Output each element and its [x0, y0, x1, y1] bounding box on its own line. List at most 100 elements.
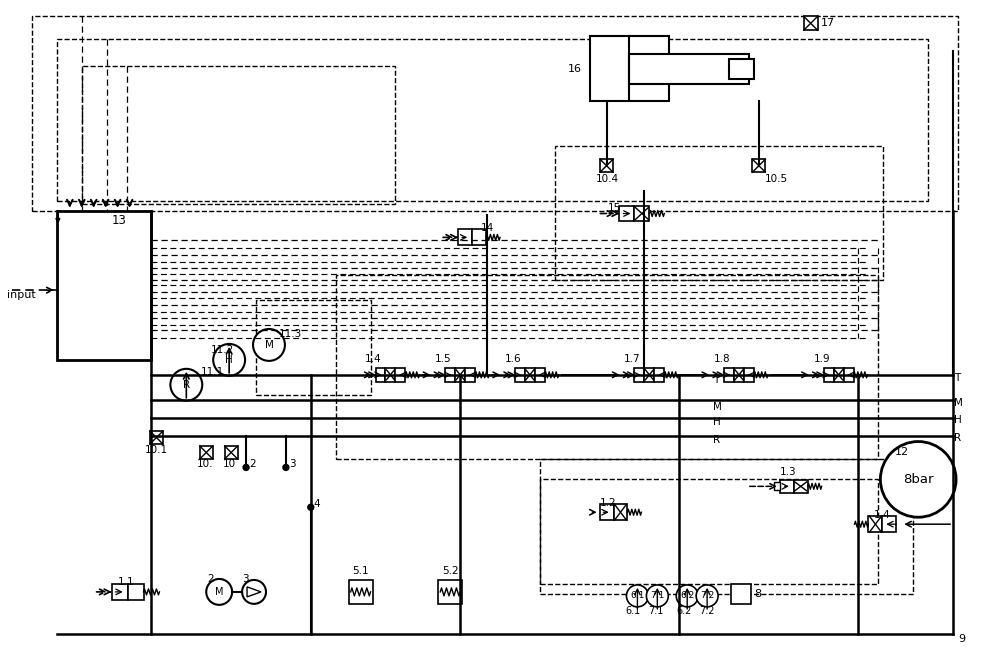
Text: input: input [7, 290, 36, 300]
Bar [729, 59, 754, 79]
Text: R: R [713, 434, 720, 445]
Text: 11.1: 11.1 [201, 367, 225, 377]
Text: M: M [713, 402, 722, 412]
FancyArrow shape [56, 211, 60, 222]
Text: 1.1: 1.1 [118, 577, 134, 587]
Bar [525, 368, 535, 382]
Text: M: M [265, 340, 273, 350]
Text: 10: 10 [223, 459, 236, 469]
Text: 4: 4 [314, 499, 320, 509]
Circle shape [308, 504, 314, 510]
Bar [376, 368, 385, 382]
Text: 8bar: 8bar [903, 473, 933, 486]
Text: 15: 15 [608, 203, 621, 213]
Bar [804, 17, 818, 30]
Text: 1.3: 1.3 [780, 467, 796, 477]
Text: 3: 3 [242, 574, 249, 584]
Text: 7.1: 7.1 [650, 591, 665, 600]
Text: 1.4: 1.4 [365, 354, 382, 364]
Text: 1.7: 1.7 [624, 354, 641, 364]
Circle shape [206, 579, 232, 605]
Text: 16: 16 [568, 64, 582, 74]
Text: 9: 9 [958, 634, 965, 643]
Circle shape [626, 585, 648, 607]
Bar [744, 368, 754, 382]
Text: 5.2: 5.2 [442, 566, 459, 576]
Text: 7.2: 7.2 [699, 606, 715, 616]
Text: 1.5: 1.5 [435, 354, 452, 364]
Bar [654, 368, 664, 382]
Bar [731, 584, 751, 604]
Bar [619, 205, 634, 222]
Circle shape [242, 580, 266, 604]
Bar [336, 275, 878, 459]
Text: T: T [954, 373, 960, 383]
Text: 7.1: 7.1 [649, 606, 664, 616]
Bar [458, 230, 472, 246]
Bar [395, 368, 405, 382]
Text: R: R [183, 380, 190, 390]
Bar [472, 230, 486, 246]
Text: 1.9: 1.9 [813, 354, 830, 364]
Bar [455, 368, 465, 382]
Text: M: M [954, 398, 963, 408]
Text: 3: 3 [289, 459, 296, 469]
Text: 1.4: 1.4 [873, 510, 890, 520]
Text: 17: 17 [821, 19, 835, 28]
Bar [752, 160, 765, 172]
Text: 14: 14 [481, 224, 494, 234]
Bar [445, 368, 455, 382]
Bar [349, 580, 373, 604]
Bar [834, 368, 844, 382]
Text: 6.2: 6.2 [677, 606, 692, 616]
Text: 6.1: 6.1 [630, 591, 645, 600]
Bar [225, 446, 238, 459]
Text: M: M [215, 587, 223, 597]
Bar [634, 205, 649, 222]
Text: 11.3: 11.3 [279, 329, 302, 339]
Circle shape [213, 344, 245, 376]
Bar [868, 516, 882, 532]
Text: 2: 2 [207, 574, 214, 584]
Bar [614, 504, 627, 520]
Text: T: T [713, 375, 719, 385]
Circle shape [253, 329, 285, 361]
Bar [600, 160, 613, 172]
Text: 10.5: 10.5 [765, 173, 788, 183]
Text: 10.4: 10.4 [596, 173, 619, 183]
Bar [734, 368, 744, 382]
Circle shape [676, 585, 698, 607]
Bar [844, 368, 854, 382]
Bar [634, 368, 644, 382]
Circle shape [283, 465, 289, 471]
Bar [824, 368, 834, 382]
Text: 7.2: 7.2 [700, 591, 714, 600]
Bar [590, 36, 669, 101]
Bar [385, 368, 395, 382]
Bar [794, 480, 808, 493]
Bar [600, 504, 614, 520]
Bar [882, 516, 896, 532]
Bar [256, 300, 371, 395]
Text: 6.1: 6.1 [626, 606, 641, 616]
Bar [465, 368, 475, 382]
Bar [112, 584, 128, 600]
Bar [128, 584, 144, 600]
Text: 10.1: 10.1 [144, 444, 168, 455]
Text: 1.6: 1.6 [505, 354, 521, 364]
Bar [629, 54, 749, 84]
Text: H: H [713, 416, 721, 426]
Bar [57, 39, 928, 201]
Bar [200, 446, 213, 459]
Bar [555, 146, 883, 280]
Circle shape [170, 369, 202, 401]
Bar [644, 368, 654, 382]
Bar [150, 431, 163, 444]
Circle shape [880, 442, 956, 517]
Text: 8: 8 [754, 589, 761, 599]
Text: 2: 2 [249, 459, 256, 469]
Text: R: R [954, 432, 961, 443]
Text: 1.8: 1.8 [714, 354, 730, 364]
Circle shape [646, 585, 668, 607]
Bar [540, 459, 913, 594]
